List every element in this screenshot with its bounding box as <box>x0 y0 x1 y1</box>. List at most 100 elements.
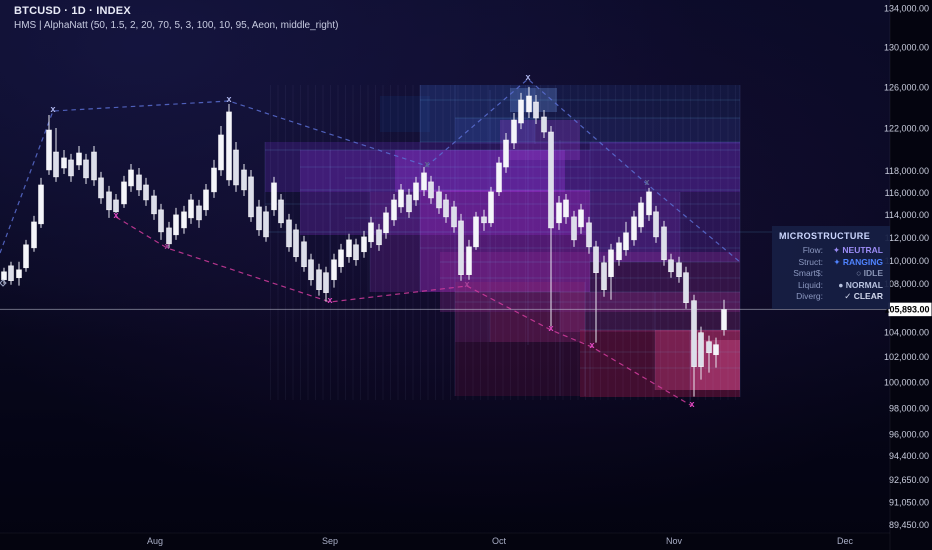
candle <box>661 226 667 261</box>
candle <box>166 227 172 245</box>
candle <box>128 169 134 187</box>
candle <box>278 199 284 224</box>
candle <box>593 246 599 273</box>
candle <box>458 220 464 275</box>
candle <box>173 214 179 236</box>
month-label: Aug <box>147 536 163 546</box>
candle <box>413 182 419 201</box>
price-axis[interactable] <box>890 0 932 550</box>
candle <box>406 194 412 213</box>
price-tick-label: 92,650.00 <box>889 475 929 485</box>
pivot-high-marker: x <box>50 104 55 114</box>
candle <box>181 211 187 229</box>
candle <box>331 259 337 281</box>
candle <box>646 191 652 216</box>
chart-legend: BTCUSD · 1D · INDEX HMS | AlphaNatt (50,… <box>14 5 338 31</box>
heat-zone-texture <box>265 85 740 400</box>
candle <box>676 262 682 277</box>
candle <box>571 216 577 241</box>
current-price-label: 105,893.00 <box>884 305 929 315</box>
time-axis[interactable] <box>0 533 890 550</box>
price-tick-label: 122,000.00 <box>884 124 929 134</box>
pivot-high-marker: x <box>644 177 649 187</box>
candle <box>91 151 97 181</box>
candle <box>683 272 689 304</box>
candle <box>241 169 247 191</box>
candle <box>113 199 119 213</box>
candle <box>16 269 22 279</box>
price-tick-label: 130,000.00 <box>884 42 929 52</box>
candle <box>541 116 547 133</box>
candle <box>563 199 569 218</box>
price-tick-label: 114,000.00 <box>885 210 929 220</box>
candle <box>136 174 142 191</box>
month-label: Sep <box>322 536 338 546</box>
candle <box>338 249 344 268</box>
candle <box>211 167 217 193</box>
price-tick-label: 126,000.00 <box>884 82 929 92</box>
pivot-low-marker: x <box>113 210 118 220</box>
candle <box>383 212 389 234</box>
microstructure-panel: MICROSTRUCTURE Flow: ✦ NEUTRAL Struct: ✦ RA… <box>772 226 890 309</box>
candle <box>436 191 442 209</box>
metric-value: ● NORMAL <box>838 279 883 290</box>
candle <box>623 232 629 251</box>
price-tick-label: 100,000.00 <box>884 378 929 388</box>
candle <box>46 129 52 171</box>
candle <box>53 151 59 178</box>
candle <box>368 222 374 243</box>
price-tick-label: 94,400.00 <box>889 451 929 461</box>
candle <box>653 211 659 238</box>
candle <box>503 139 509 168</box>
candle <box>398 189 404 208</box>
metric-label: Struct: <box>798 256 823 267</box>
price-tick-label: 110,000.00 <box>885 256 929 266</box>
candle <box>233 149 239 186</box>
candle <box>188 199 194 219</box>
candle <box>706 341 712 354</box>
candle <box>203 189 209 211</box>
candle <box>196 205 202 221</box>
candle <box>586 222 592 248</box>
candle <box>308 259 314 281</box>
candle <box>98 177 104 199</box>
price-tick-label: 112,000.00 <box>885 233 929 243</box>
candle <box>496 162 502 193</box>
candle <box>428 181 434 199</box>
candle <box>83 159 89 179</box>
indicator-title[interactable]: HMS | AlphaNatt (50, 1.5, 2, 20, 70, 5, … <box>14 20 339 31</box>
pivot-low-marker: x <box>689 399 694 409</box>
price-tick-label: 104,000.00 <box>884 327 929 337</box>
candle <box>353 244 359 261</box>
metric-value: ✓ CLEAR <box>844 291 883 301</box>
candle <box>121 181 127 205</box>
candle <box>698 332 704 367</box>
candle <box>601 262 607 290</box>
candle <box>61 157 67 169</box>
microstructure-row-diverg: Diverg: ✓ CLEAR <box>779 291 883 303</box>
price-tick-label: 116,000.00 <box>885 188 929 198</box>
microstructure-row-smart: Smart$: ○ IDLE <box>779 268 883 280</box>
candle <box>301 241 307 268</box>
candle <box>721 309 727 331</box>
candle <box>668 259 674 273</box>
candle <box>346 239 352 258</box>
candle <box>481 216 487 224</box>
microstructure-row-liquid: Liquid: ● NORMAL <box>779 280 883 292</box>
candle <box>263 211 269 238</box>
pivot-low-marker: x <box>589 340 594 350</box>
candle <box>473 216 479 248</box>
metric-value: ✦ RANGING <box>833 256 883 267</box>
candle <box>8 265 14 281</box>
candle <box>421 172 427 191</box>
pivot-high-marker: x <box>525 72 530 82</box>
pivot-low-marker: x <box>464 279 469 289</box>
candle <box>361 236 367 253</box>
symbol-title[interactable]: BTCUSD · 1D · INDEX <box>14 5 131 17</box>
price-tick-label: 91,050.00 <box>889 497 929 507</box>
metric-label: Diverg: <box>796 291 823 301</box>
metric-label: Liquid: <box>797 279 823 290</box>
candle <box>286 219 292 248</box>
candle <box>713 344 719 356</box>
